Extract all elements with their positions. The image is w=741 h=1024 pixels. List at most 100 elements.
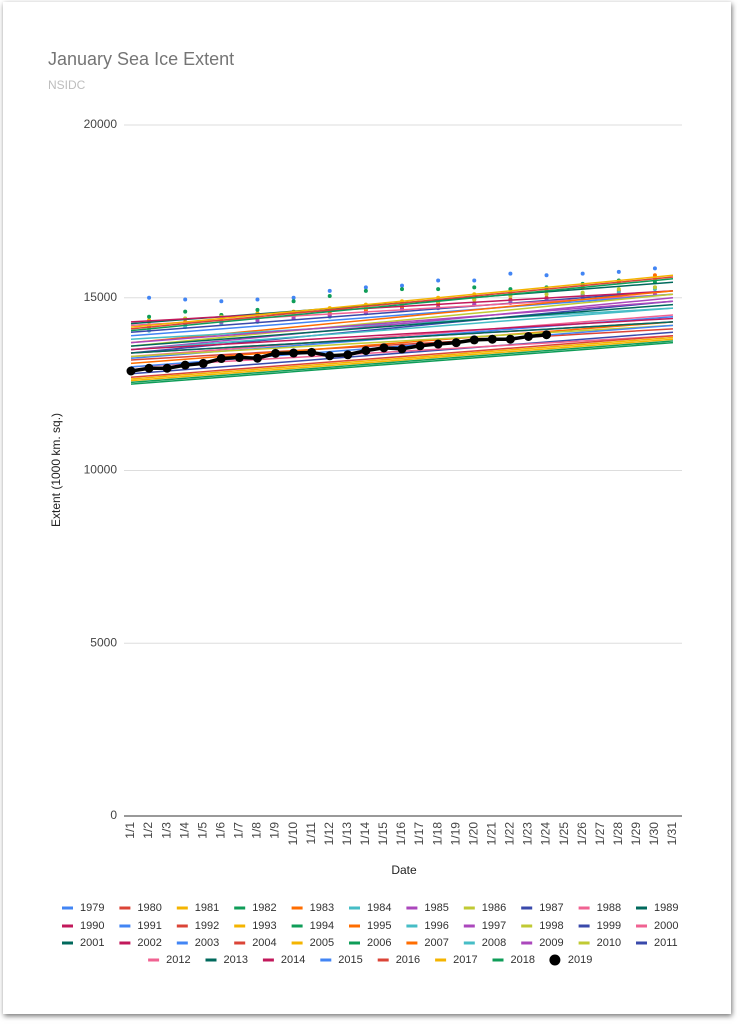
series-line (130, 290, 674, 334)
legend-marker (549, 954, 561, 966)
legend-label: 1996 (424, 920, 448, 932)
data-point (183, 309, 188, 314)
x-tick-label: 1/31 (665, 822, 679, 846)
series-marker (234, 353, 244, 363)
series-marker (451, 338, 461, 348)
x-tick-label: 1/29 (629, 822, 643, 846)
series-marker (198, 358, 208, 368)
series-line (130, 297, 674, 351)
x-tick-label: 1/20 (466, 822, 480, 846)
series-line (130, 290, 674, 323)
series-line (130, 341, 674, 385)
legend-label: 2006 (367, 937, 391, 949)
y-tick-label: 20000 (84, 117, 118, 131)
legend-label: 2019 (568, 954, 592, 966)
legend-label: 1993 (252, 920, 276, 932)
legend-label: 1997 (482, 920, 506, 932)
data-point (327, 288, 332, 293)
legend-label: 1985 (424, 902, 448, 914)
data-point (580, 290, 585, 295)
x-tick-label: 1/19 (448, 822, 462, 846)
legend-label: 2010 (597, 937, 621, 949)
series-marker (307, 347, 317, 357)
series-marker (505, 334, 515, 344)
series-line (130, 335, 674, 378)
x-tick-label: 1/12 (322, 822, 336, 846)
legend-label: 1982 (252, 902, 276, 914)
legend-label: 2015 (338, 954, 362, 966)
series-marker (289, 348, 299, 358)
data-point (616, 269, 621, 274)
y-tick-label: 15000 (84, 290, 118, 304)
series-marker (361, 346, 371, 356)
legend-label: 1983 (310, 902, 334, 914)
series-line (130, 324, 674, 358)
legend-label: 1992 (195, 920, 219, 932)
legend-label: 1986 (482, 902, 506, 914)
data-point (327, 294, 332, 299)
legend-label: 2012 (166, 954, 190, 966)
series-line (130, 317, 674, 351)
legend-label: 1984 (367, 902, 391, 914)
series-line (130, 340, 674, 384)
series-marker (397, 344, 407, 354)
legend-label: 2016 (396, 954, 420, 966)
series-marker (325, 351, 335, 361)
series-marker (415, 341, 425, 351)
x-tick-label: 1/27 (593, 822, 607, 846)
data-point (652, 285, 657, 290)
x-tick-label: 1/22 (503, 822, 517, 846)
y-tick-label: 5000 (90, 635, 117, 649)
data-point (436, 287, 441, 292)
data-point (255, 307, 260, 312)
legend-label: 2000 (654, 920, 678, 932)
chart-title: January Sea Ice Extent (48, 49, 234, 69)
series-marker (271, 348, 281, 358)
series-marker (180, 360, 190, 370)
data-point (219, 299, 224, 304)
legend-label: 2014 (281, 954, 305, 966)
series-marker (523, 331, 533, 341)
legend-label: 1979 (80, 902, 104, 914)
legend-label: 2011 (654, 937, 678, 949)
legend-label: 1981 (195, 902, 219, 914)
series-line (130, 338, 674, 382)
data-point (291, 295, 296, 300)
y-axis-label: Extent (1000 km. sq.) (49, 413, 63, 527)
x-tick-label: 1/16 (394, 822, 408, 846)
series-marker (542, 330, 552, 340)
x-tick-label: 1/8 (250, 822, 264, 839)
data-point (472, 285, 477, 290)
series-marker (379, 343, 389, 353)
legend-label: 1987 (539, 902, 563, 914)
legend-label: 1988 (597, 902, 621, 914)
legend-label: 2018 (511, 954, 535, 966)
x-tick-label: 1/6 (214, 822, 228, 839)
legend-label: 2007 (424, 937, 448, 949)
legend-label: 2017 (453, 954, 477, 966)
data-point (652, 266, 657, 271)
x-tick-label: 1/7 (232, 822, 246, 839)
series-marker (126, 366, 136, 376)
series-marker (343, 350, 353, 360)
legend-label: 1994 (310, 920, 334, 932)
series-marker (162, 363, 172, 373)
data-point (291, 299, 296, 304)
data-point (183, 297, 188, 302)
series-line (130, 336, 674, 380)
data-point (544, 273, 549, 278)
series-line (130, 276, 674, 330)
legend-label: 1999 (597, 920, 621, 932)
data-point (616, 287, 621, 292)
legend-label: 2009 (539, 937, 563, 949)
series-line (130, 300, 674, 344)
legend-label: 2008 (482, 937, 506, 949)
data-point (147, 295, 152, 300)
x-tick-label: 1/17 (412, 822, 426, 846)
legend-label: 2002 (137, 937, 161, 949)
data-point (508, 271, 513, 276)
data-point (400, 287, 404, 292)
x-tick-label: 1/18 (430, 822, 444, 846)
x-tick-label: 1/21 (485, 822, 499, 846)
data-point (436, 278, 441, 283)
